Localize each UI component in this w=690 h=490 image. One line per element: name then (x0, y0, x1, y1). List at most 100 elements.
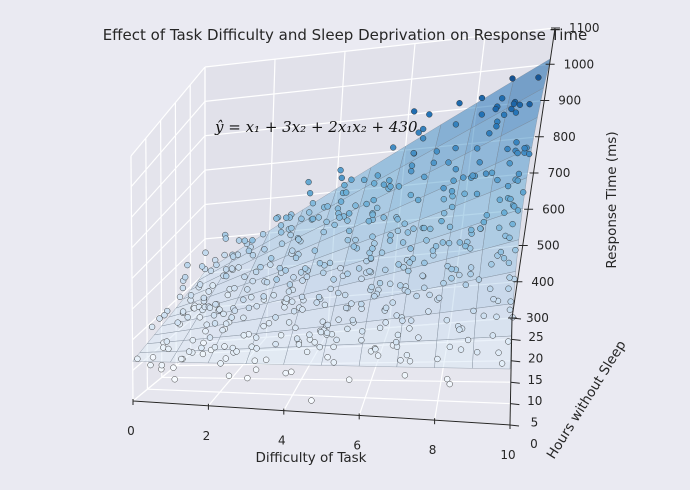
data-point (335, 316, 342, 323)
data-point (470, 307, 477, 315)
data-point (240, 314, 247, 321)
data-point (513, 139, 520, 146)
y-tick (509, 424, 520, 427)
z-tick-label: 1000 (564, 57, 595, 71)
y-axis-label: Hours without Sleep (544, 338, 630, 462)
data-point (501, 209, 508, 216)
data-point (272, 340, 279, 348)
data-point (346, 227, 353, 235)
data-point (174, 319, 181, 326)
data-point (235, 237, 243, 244)
data-point (299, 306, 306, 313)
equation-annotation: ŷ = x₁ + 3x₂ + 2x₁x₂ + 430 (214, 118, 418, 136)
data-point (209, 282, 216, 289)
data-point (369, 211, 376, 218)
data-point (444, 375, 451, 383)
data-point (397, 357, 404, 364)
data-point (253, 345, 260, 352)
data-point (198, 263, 206, 270)
y-tick (510, 381, 520, 384)
data-point (419, 272, 426, 279)
data-point (350, 243, 357, 250)
data-point (476, 159, 483, 166)
data-point (457, 346, 465, 353)
data-point (278, 240, 286, 247)
data-point (203, 321, 210, 328)
data-point (521, 145, 528, 152)
grid-line-left-z (130, 100, 206, 188)
data-point (315, 214, 322, 221)
data-point (460, 174, 467, 181)
data-point (309, 200, 317, 207)
data-point (147, 361, 154, 369)
data-point (374, 352, 382, 359)
data-point (248, 294, 255, 301)
data-point (330, 359, 337, 366)
data-point (217, 360, 224, 367)
data-point (241, 237, 248, 244)
data-point (486, 130, 493, 137)
data-point (535, 74, 542, 81)
data-point (297, 269, 305, 276)
grid-line-back-z (204, 27, 556, 68)
data-point (235, 264, 242, 271)
data-point (211, 344, 219, 351)
data-point (327, 285, 334, 293)
data-point (394, 216, 401, 223)
data-point (272, 314, 279, 321)
data-point (392, 338, 400, 346)
data-point (390, 144, 397, 151)
data-point (489, 332, 496, 339)
grid-line-left-z (131, 169, 206, 249)
data-point (386, 177, 393, 184)
axes: 0 2 4 6 8 10 0 5 10 15 20 25 300 400 500 600 700 800 900 10… (127, 21, 599, 462)
data-point (303, 273, 310, 280)
data-point (161, 312, 168, 319)
data-point (506, 160, 513, 167)
data-point (268, 255, 275, 262)
data-point (411, 108, 418, 115)
data-point (302, 265, 309, 272)
data-point (504, 182, 512, 190)
data-point (509, 220, 516, 228)
data-point (313, 299, 320, 306)
data-point (287, 231, 294, 239)
data-point (408, 168, 415, 175)
data-point (335, 289, 342, 297)
data-point (196, 281, 204, 288)
grid-line-left-z (131, 135, 206, 218)
data-point (440, 185, 447, 192)
data-point (267, 261, 274, 268)
data-point (252, 268, 260, 276)
z-tick-label: 1100 (569, 21, 600, 35)
data-point (399, 317, 406, 324)
data-point (285, 319, 293, 326)
data-point (244, 286, 251, 293)
data-point (500, 255, 508, 262)
data-point (511, 203, 518, 210)
data-point (370, 196, 377, 204)
data-point (326, 259, 334, 267)
data-point (505, 338, 512, 345)
data-point (469, 172, 476, 179)
data-point (420, 125, 427, 133)
data-point (490, 295, 497, 303)
data-point (222, 266, 230, 273)
y-tick-label: 20 (528, 351, 543, 365)
data-point (343, 189, 350, 196)
data-point (512, 246, 519, 254)
data-point (210, 312, 218, 319)
data-point (273, 215, 280, 222)
data-point (401, 372, 409, 379)
data-point (344, 325, 351, 333)
data-point (440, 280, 447, 287)
data-point (433, 148, 440, 155)
data-point (452, 121, 460, 128)
z-tick-label: 800 (553, 130, 576, 144)
data-point (249, 252, 257, 259)
data-point (358, 337, 365, 344)
data-point (257, 263, 264, 271)
data-point (342, 291, 349, 299)
data-point (526, 101, 533, 108)
